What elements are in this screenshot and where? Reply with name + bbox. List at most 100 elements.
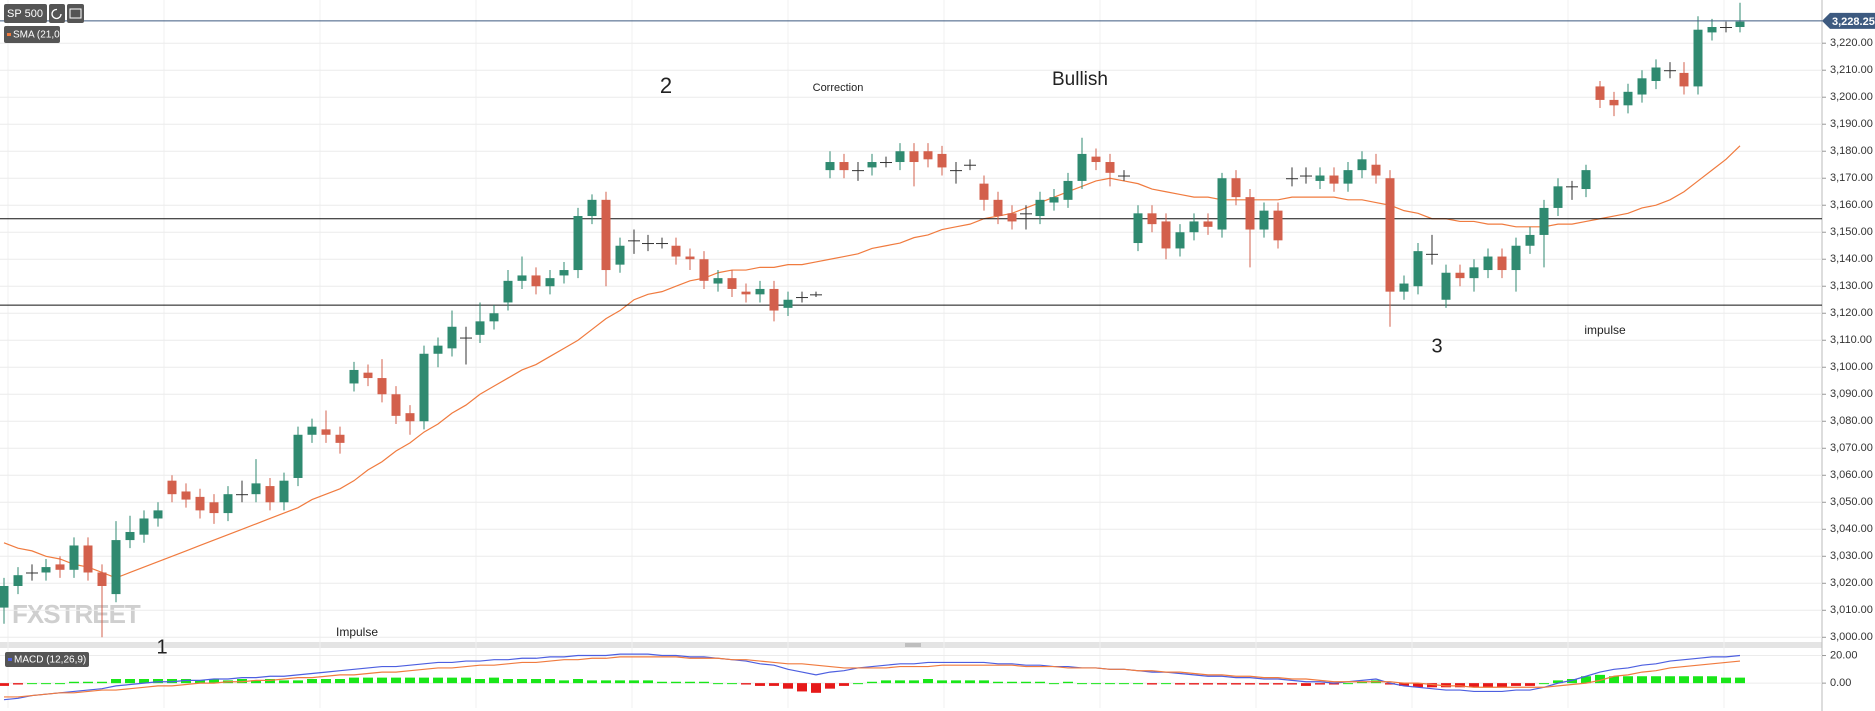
candle-body bbox=[1707, 27, 1717, 33]
candle-body bbox=[26, 572, 38, 574]
histogram-bar bbox=[1525, 683, 1535, 686]
candle-body bbox=[1735, 21, 1745, 28]
candle-body bbox=[69, 545, 79, 570]
histogram-bar bbox=[349, 677, 359, 684]
histogram-bar bbox=[657, 681, 667, 684]
histogram-bar bbox=[587, 680, 597, 684]
histogram-bar bbox=[1665, 676, 1675, 684]
histogram-bar bbox=[601, 680, 611, 684]
candle-body bbox=[615, 245, 625, 265]
candle-body bbox=[1175, 232, 1185, 249]
histogram-bar bbox=[1637, 676, 1647, 684]
histogram-bar bbox=[1189, 683, 1199, 685]
histogram-bar bbox=[1315, 683, 1325, 685]
histogram-bar bbox=[713, 683, 723, 685]
histogram-bar bbox=[111, 679, 121, 684]
histogram-bar bbox=[153, 679, 163, 684]
candle-body bbox=[209, 502, 219, 514]
candle-body bbox=[1315, 175, 1325, 181]
candle-body bbox=[1651, 67, 1661, 82]
legend-label[interactable]: SMA (21,0) bbox=[13, 30, 63, 41]
candle-body bbox=[125, 531, 135, 541]
candle-body bbox=[1245, 197, 1255, 230]
y-tick-label: 20.00 bbox=[1830, 649, 1858, 661]
histogram-bar bbox=[1567, 679, 1577, 684]
annotation: Correction bbox=[813, 82, 864, 94]
candle-body bbox=[307, 426, 317, 435]
candle-body bbox=[1063, 180, 1073, 200]
candle-body bbox=[433, 345, 443, 354]
pane-divider bbox=[0, 642, 1822, 648]
histogram-bar bbox=[895, 680, 905, 684]
y-tick-label: 3,020.00 bbox=[1830, 577, 1873, 589]
y-tick-label: 0.00 bbox=[1830, 677, 1851, 689]
histogram-bar bbox=[83, 681, 93, 684]
candle-body bbox=[1483, 256, 1493, 271]
candle-body bbox=[1161, 221, 1171, 249]
symbol[interactable]: SP 500 bbox=[7, 8, 43, 20]
histogram-bar bbox=[1455, 683, 1465, 688]
candle-body bbox=[1203, 221, 1213, 227]
y-tick-label: 3,200.00 bbox=[1830, 91, 1873, 103]
histogram-bar bbox=[125, 679, 135, 684]
histogram-bar bbox=[1693, 676, 1703, 684]
histogram-bar bbox=[1679, 676, 1689, 684]
watermark: FXSTREET bbox=[12, 599, 141, 629]
candle-body bbox=[1259, 210, 1269, 230]
candle-body bbox=[1118, 175, 1130, 177]
histogram-bar bbox=[937, 680, 947, 684]
candle-body bbox=[167, 480, 177, 495]
histogram-bar bbox=[307, 679, 317, 684]
legend-swatch bbox=[8, 658, 12, 661]
macd-line bbox=[3, 653, 1741, 701]
settings-icon bbox=[69, 8, 82, 19]
histogram-bar bbox=[279, 680, 289, 684]
histogram-bar bbox=[167, 679, 177, 684]
candle-body bbox=[13, 575, 23, 586]
y-tick-label: 3,160.00 bbox=[1830, 199, 1873, 211]
candle-body bbox=[1385, 178, 1395, 292]
candle-body bbox=[293, 434, 303, 478]
histogram-bar bbox=[1049, 683, 1059, 685]
candle-body bbox=[867, 162, 877, 168]
y-tick-label: 3,090.00 bbox=[1830, 388, 1873, 400]
candle-body bbox=[895, 151, 905, 163]
candle-body bbox=[503, 280, 513, 303]
histogram-bar bbox=[41, 683, 51, 685]
histogram-bar bbox=[1161, 683, 1171, 685]
histogram-bar bbox=[1007, 681, 1017, 684]
annotation: Bullish bbox=[1052, 69, 1108, 90]
histogram-bar bbox=[699, 681, 709, 684]
refresh-button[interactable] bbox=[49, 4, 65, 23]
candle-body bbox=[852, 170, 864, 172]
candle-body bbox=[1720, 27, 1732, 29]
y-tick-label: 3,190.00 bbox=[1830, 118, 1873, 130]
candle-body bbox=[642, 243, 654, 245]
histogram-bar bbox=[419, 677, 429, 684]
candle-body bbox=[1455, 272, 1465, 279]
histogram-bar bbox=[1707, 676, 1717, 684]
candle-body bbox=[460, 337, 472, 339]
histogram-bar bbox=[1427, 683, 1437, 688]
refresh-icon bbox=[51, 8, 62, 20]
histogram-bar bbox=[27, 683, 37, 685]
candle-body bbox=[755, 288, 765, 295]
histogram-bar bbox=[1651, 676, 1661, 684]
y-tick-label: 3,170.00 bbox=[1830, 172, 1873, 184]
y-tick-label: 3,000.00 bbox=[1830, 631, 1873, 643]
histogram-bar bbox=[741, 683, 751, 685]
histogram-bar bbox=[1581, 676, 1591, 684]
candle-body bbox=[419, 353, 429, 422]
histogram-bar bbox=[293, 680, 303, 684]
histogram-bar bbox=[1203, 683, 1213, 685]
histogram-bar bbox=[615, 680, 625, 684]
histogram-bar bbox=[195, 680, 205, 684]
sma-line bbox=[3, 145, 1741, 579]
histogram-bar bbox=[1553, 680, 1563, 684]
histogram-bar bbox=[825, 683, 835, 689]
histogram-bar bbox=[1077, 683, 1087, 685]
histogram-bar bbox=[1609, 676, 1619, 684]
candle-body bbox=[993, 199, 1003, 217]
candle-body bbox=[83, 545, 93, 573]
